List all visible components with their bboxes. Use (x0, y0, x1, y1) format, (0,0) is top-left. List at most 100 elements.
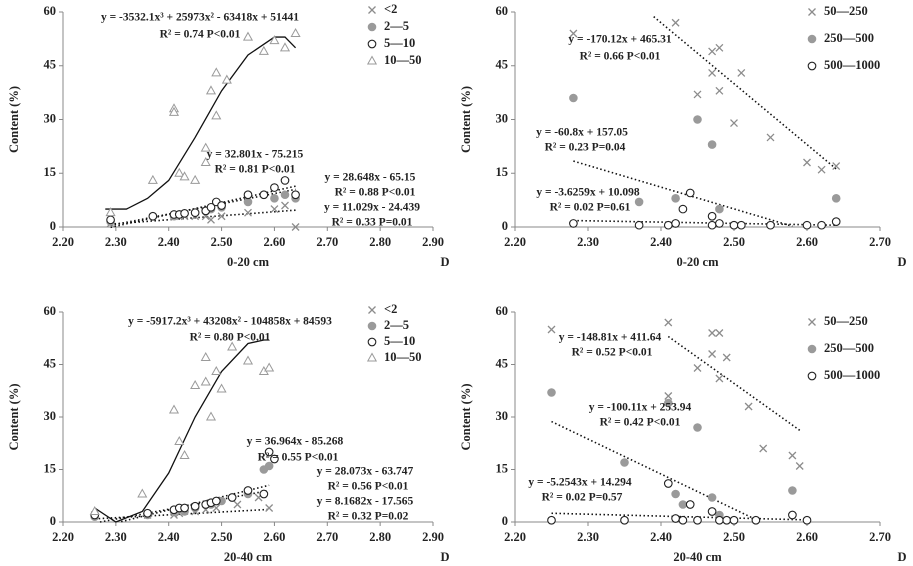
point (788, 451, 797, 460)
point (211, 365, 222, 375)
point (190, 379, 201, 389)
point (832, 162, 841, 171)
point (707, 220, 717, 230)
x-tick-label: 2.40 (158, 235, 180, 249)
legend-label: 5—10 (384, 334, 415, 348)
legend-marker (368, 306, 376, 314)
annotation: R² = 0.80 P<0.01 (190, 332, 271, 344)
point (243, 486, 253, 495)
y-tick-label: 30 (496, 111, 509, 125)
legend-label: <2 (384, 2, 397, 16)
point (707, 140, 717, 149)
point (715, 86, 724, 95)
point (174, 435, 185, 445)
x-axis-title: 20-40 cm (673, 550, 722, 564)
point (258, 45, 269, 55)
x-tick-label: 2.40 (650, 530, 672, 544)
point (722, 353, 731, 362)
point (729, 220, 739, 230)
annotation: R² = 0.88 P<0.01 (335, 187, 416, 199)
y-axis-title: Content (%) (7, 383, 21, 450)
x-tick-label: 2.60 (796, 235, 818, 249)
point (179, 171, 190, 181)
point (180, 209, 189, 218)
point (168, 404, 180, 414)
annotation: y = -60.8x + 157.05 (536, 127, 628, 139)
point (105, 207, 116, 217)
point (715, 374, 724, 383)
point (707, 493, 717, 502)
point (678, 204, 688, 214)
trend-line (110, 185, 296, 229)
x-tick-label: 2.20 (52, 530, 74, 544)
x-tick-label: 2.50 (723, 530, 745, 544)
point (569, 93, 578, 103)
annotation: y = -3532.1x³ + 25973x² - 63418x + 51441 (101, 12, 299, 24)
point (259, 190, 269, 200)
panel: 0 15 30 45 60 2.20 2.30 2.40 2.50 2.60 2.70 0-20 cm… (459, 4, 907, 269)
point (788, 486, 797, 495)
x-tick-label: 2.70 (316, 235, 338, 249)
annotation: R² = 0.52 P<0.01 (572, 347, 653, 359)
point (817, 220, 826, 230)
point (802, 220, 812, 230)
legend-marker (807, 34, 817, 44)
point (190, 208, 200, 218)
point (751, 515, 761, 525)
y-tick-label: 15 (496, 461, 509, 475)
x-tick-label: 2.20 (52, 235, 74, 249)
point (227, 341, 238, 351)
x-tick-label: 2.30 (577, 530, 599, 544)
point (200, 351, 211, 361)
x-axis-symbol: D (897, 255, 906, 269)
annotation: R² = 0.02 P=0.57 (542, 492, 623, 504)
point (291, 190, 300, 200)
point (137, 488, 148, 498)
y-axis-title: Content (%) (459, 86, 473, 153)
point (205, 411, 217, 421)
y-tick-label: 15 (44, 461, 57, 475)
y-tick-label: 0 (50, 219, 56, 233)
x-tick-label: 2.60 (263, 530, 285, 544)
x-tick-label: 2.70 (316, 530, 338, 544)
point (216, 383, 227, 393)
point (671, 514, 680, 523)
point (244, 208, 252, 217)
point (143, 508, 152, 518)
x-axis-symbol: D (440, 550, 449, 564)
x-tick-label: 2.20 (504, 235, 526, 249)
point (89, 505, 100, 515)
annotation: y = 32.801x - 75.215 (207, 149, 304, 161)
legend-marker (807, 61, 817, 71)
point (634, 197, 644, 207)
point (291, 223, 300, 231)
point (190, 501, 200, 511)
x-axis-title: 0-20 cm (227, 255, 270, 269)
point (270, 194, 279, 203)
y-tick-label: 15 (496, 165, 509, 179)
y-tick-label: 45 (496, 58, 509, 72)
y-tick-label: 0 (502, 219, 508, 233)
point (663, 479, 673, 488)
point (233, 500, 242, 509)
point (715, 219, 724, 228)
x-axis-title: 0-20 cm (677, 255, 720, 269)
point (664, 392, 673, 400)
point (200, 376, 211, 386)
point (180, 503, 189, 513)
point (766, 220, 775, 230)
legend-label: 500—1000 (824, 368, 880, 382)
y-tick-label: 15 (44, 165, 57, 179)
x-tick-label: 2.60 (796, 530, 818, 544)
point (766, 133, 775, 142)
point (206, 202, 216, 212)
x-tick-label: 2.60 (263, 235, 285, 249)
y-tick-label: 60 (496, 304, 509, 318)
trend-line (551, 420, 757, 521)
point (730, 119, 738, 128)
point (547, 325, 556, 334)
y-axis-title: Content (%) (459, 383, 473, 450)
x-tick-label: 2.40 (158, 530, 180, 544)
legend-marker (368, 6, 376, 14)
legend-label: 10—50 (384, 350, 422, 364)
